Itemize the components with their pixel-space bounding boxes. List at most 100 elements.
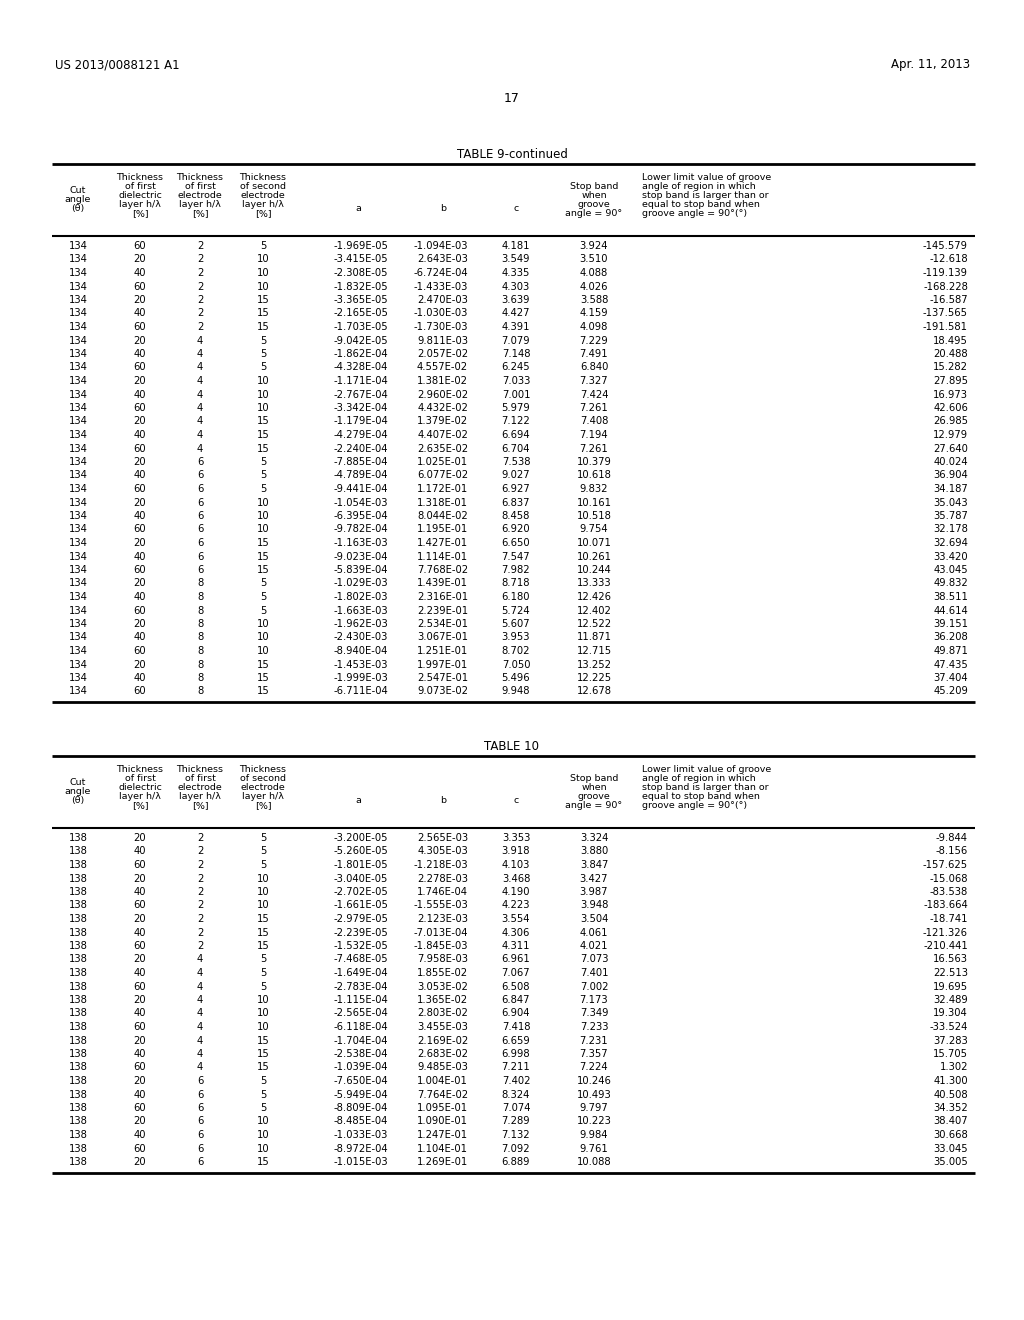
Text: 5: 5 <box>260 363 266 372</box>
Text: 138: 138 <box>69 1008 87 1019</box>
Text: of second: of second <box>240 774 286 783</box>
Text: 8: 8 <box>197 619 203 630</box>
Text: -33.524: -33.524 <box>930 1022 968 1032</box>
Text: stop band is larger than or: stop band is larger than or <box>642 191 769 201</box>
Text: 4: 4 <box>197 954 203 965</box>
Text: -1.218E-03: -1.218E-03 <box>414 861 468 870</box>
Text: 15: 15 <box>257 686 269 697</box>
Text: 2.803E-02: 2.803E-02 <box>417 1008 468 1019</box>
Text: 4: 4 <box>197 403 203 413</box>
Text: -1.555E-03: -1.555E-03 <box>414 900 468 911</box>
Text: 20: 20 <box>134 619 146 630</box>
Text: 20: 20 <box>134 457 146 467</box>
Text: 20: 20 <box>134 335 146 346</box>
Text: 7.074: 7.074 <box>502 1104 530 1113</box>
Text: 60: 60 <box>134 941 146 950</box>
Text: 1.104E-01: 1.104E-01 <box>417 1143 468 1154</box>
Text: 1.090E-01: 1.090E-01 <box>417 1117 468 1126</box>
Text: stop band is larger than or: stop band is larger than or <box>642 783 769 792</box>
Text: 138: 138 <box>69 1022 87 1032</box>
Text: 60: 60 <box>134 1143 146 1154</box>
Text: 60: 60 <box>134 281 146 292</box>
Text: 5: 5 <box>260 348 266 359</box>
Text: 8.702: 8.702 <box>502 645 530 656</box>
Text: 15: 15 <box>257 1049 269 1059</box>
Text: 4.427: 4.427 <box>502 309 530 318</box>
Text: 7.092: 7.092 <box>502 1143 530 1154</box>
Text: 4: 4 <box>197 982 203 991</box>
Text: 7.768E-02: 7.768E-02 <box>417 565 468 576</box>
Text: 33.420: 33.420 <box>933 552 968 561</box>
Text: 36.208: 36.208 <box>933 632 968 643</box>
Text: 2: 2 <box>197 833 203 843</box>
Text: -1.030E-03: -1.030E-03 <box>414 309 468 318</box>
Text: 138: 138 <box>69 954 87 965</box>
Text: 134: 134 <box>69 242 87 251</box>
Text: 7.073: 7.073 <box>580 954 608 965</box>
Text: -83.538: -83.538 <box>930 887 968 898</box>
Text: 10: 10 <box>257 1143 269 1154</box>
Text: [%]: [%] <box>191 209 208 218</box>
Text: 34.352: 34.352 <box>933 1104 968 1113</box>
Text: 3.324: 3.324 <box>580 833 608 843</box>
Text: 7.261: 7.261 <box>580 444 608 454</box>
Text: 10: 10 <box>257 995 269 1005</box>
Text: 138: 138 <box>69 874 87 883</box>
Text: 5.496: 5.496 <box>502 673 530 682</box>
Text: 1.318E-01: 1.318E-01 <box>417 498 468 507</box>
Text: 3.067E-01: 3.067E-01 <box>417 632 468 643</box>
Text: 6.704: 6.704 <box>502 444 530 454</box>
Text: -5.839E-04: -5.839E-04 <box>334 565 388 576</box>
Text: b: b <box>440 796 446 805</box>
Text: 1.997E-01: 1.997E-01 <box>417 660 468 669</box>
Text: 7.401: 7.401 <box>580 968 608 978</box>
Text: 4.098: 4.098 <box>580 322 608 333</box>
Text: (θ): (θ) <box>72 796 85 805</box>
Text: -168.228: -168.228 <box>923 281 968 292</box>
Text: 40.024: 40.024 <box>933 457 968 467</box>
Text: 40: 40 <box>134 846 146 857</box>
Text: 8: 8 <box>197 606 203 615</box>
Text: 7.538: 7.538 <box>502 457 530 467</box>
Text: 4.026: 4.026 <box>580 281 608 292</box>
Text: -18.741: -18.741 <box>930 913 968 924</box>
Text: 6: 6 <box>197 511 203 521</box>
Text: 3.455E-03: 3.455E-03 <box>417 1022 468 1032</box>
Text: 10: 10 <box>257 255 269 264</box>
Text: dielectric: dielectric <box>118 191 162 201</box>
Text: 3.510: 3.510 <box>580 255 608 264</box>
Text: 20: 20 <box>134 498 146 507</box>
Text: 8: 8 <box>197 578 203 589</box>
Text: 40: 40 <box>134 552 146 561</box>
Text: -1.801E-05: -1.801E-05 <box>334 861 388 870</box>
Text: 6: 6 <box>197 1117 203 1126</box>
Text: 2: 2 <box>197 874 203 883</box>
Text: 10.246: 10.246 <box>577 1076 611 1086</box>
Text: 19.695: 19.695 <box>933 982 968 991</box>
Text: of first: of first <box>184 774 215 783</box>
Text: -8.156: -8.156 <box>936 846 968 857</box>
Text: 138: 138 <box>69 1063 87 1072</box>
Text: Cut: Cut <box>70 777 86 787</box>
Text: of second: of second <box>240 182 286 191</box>
Text: angle of region in which: angle of region in which <box>642 774 756 783</box>
Text: 134: 134 <box>69 645 87 656</box>
Text: -191.581: -191.581 <box>923 322 968 333</box>
Text: 60: 60 <box>134 403 146 413</box>
Text: 10.379: 10.379 <box>577 457 611 467</box>
Text: 3.549: 3.549 <box>502 255 530 264</box>
Text: 15: 15 <box>257 673 269 682</box>
Text: [%]: [%] <box>255 209 271 218</box>
Text: 6.245: 6.245 <box>502 363 530 372</box>
Text: 11.871: 11.871 <box>577 632 611 643</box>
Text: -3.365E-05: -3.365E-05 <box>334 294 388 305</box>
Text: 20: 20 <box>134 660 146 669</box>
Text: 2: 2 <box>197 294 203 305</box>
Text: 134: 134 <box>69 552 87 561</box>
Text: 138: 138 <box>69 1089 87 1100</box>
Text: 138: 138 <box>69 968 87 978</box>
Text: 134: 134 <box>69 417 87 426</box>
Text: Thickness: Thickness <box>176 766 223 774</box>
Text: 13.252: 13.252 <box>577 660 611 669</box>
Text: 7.033: 7.033 <box>502 376 530 385</box>
